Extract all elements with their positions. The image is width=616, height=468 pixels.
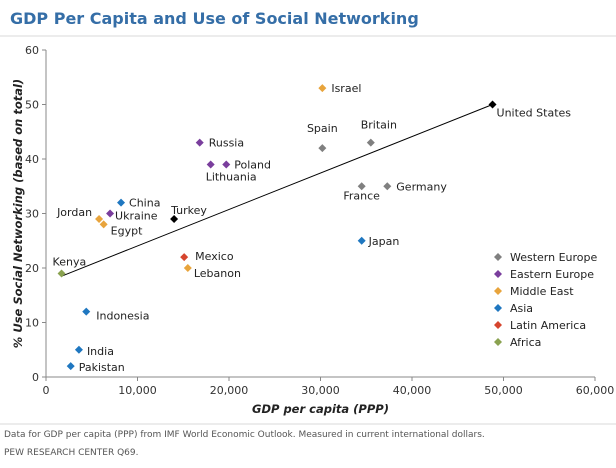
y-tick-label: 10 <box>25 317 39 330</box>
point-label-turkey: Turkey <box>170 204 207 217</box>
point-label-united-states: United States <box>497 107 572 120</box>
point-label-spain: Spain <box>307 122 338 135</box>
x-tick-label: 0 <box>43 384 50 397</box>
legend-label-africa: Africa <box>510 336 541 349</box>
y-tick-label: 40 <box>25 153 39 166</box>
point-japan <box>357 236 366 245</box>
y-tick-label: 50 <box>25 99 39 112</box>
point-label-mexico: Mexico <box>195 250 234 263</box>
x-tick-label: 60,000 <box>576 384 615 397</box>
point-label-russia: Russia <box>209 137 244 150</box>
y-tick-label: 60 <box>25 44 39 57</box>
legend-marker-asia <box>494 304 502 312</box>
point-label-lithuania: Lithuania <box>206 170 257 183</box>
point-egypt <box>99 220 108 229</box>
x-tick-label: 50,000 <box>484 384 523 397</box>
legend-marker-eastern-europe <box>494 270 502 278</box>
point-india <box>74 345 83 354</box>
point-label-japan: Japan <box>368 235 400 248</box>
point-germany <box>383 182 392 191</box>
point-label-poland: Poland <box>234 158 271 171</box>
point-label-france: France <box>343 189 380 202</box>
legend-label-asia: Asia <box>510 302 533 315</box>
y-tick-label: 30 <box>25 208 39 221</box>
x-axis-title: GDP per capita (PPP) <box>252 402 389 416</box>
point-label-israel: Israel <box>331 82 361 95</box>
source-note: PEW RESEARCH CENTER Q69. <box>4 448 139 458</box>
point-jordan <box>95 214 104 223</box>
point-china <box>117 198 126 207</box>
point-indonesia <box>82 307 91 316</box>
point-poland <box>222 160 231 169</box>
point-britain <box>366 138 375 147</box>
chart-title: GDP Per Capita and Use of Social Network… <box>10 9 419 28</box>
legend-marker-africa <box>494 338 502 346</box>
trend-line <box>61 104 493 277</box>
point-turkey <box>170 214 179 223</box>
y-tick-label: 20 <box>25 262 39 275</box>
data-points <box>57 84 497 371</box>
point-label-indonesia: Indonesia <box>96 310 149 323</box>
legend-label-middle-east: Middle East <box>510 285 574 298</box>
point-lebanon <box>183 264 192 272</box>
x-tick-label: 20,000 <box>210 384 249 397</box>
x-tick-label: 10,000 <box>118 384 157 397</box>
point-israel <box>318 84 327 93</box>
legend-label-latin-america: Latin America <box>510 319 586 332</box>
y-tick-label: 0 <box>32 371 39 384</box>
x-tick-label: 30,000 <box>301 384 340 397</box>
point-france <box>357 182 366 191</box>
point-label-lebanon: Lebanon <box>194 267 241 280</box>
point-label-britain: Britain <box>361 119 397 132</box>
x-tick-label: 40,000 <box>393 384 432 397</box>
legend-label-eastern-europe: Eastern Europe <box>510 268 594 281</box>
legend-marker-latin-america <box>494 321 502 329</box>
point-label-jordan: Jordan <box>56 206 92 219</box>
point-mexico <box>180 253 189 262</box>
point-labels: Israel United States Spain Britain Russia Pol… <box>53 82 572 374</box>
tick-labels: 0 10,000 20,000 30,000 40,000 50,000 60,000 0 10… <box>25 44 614 397</box>
legend-marker-middle-east <box>494 287 502 295</box>
point-label-china: China <box>129 197 160 210</box>
point-label-ukraine: Ukraine <box>115 210 158 223</box>
point-spain <box>318 144 327 153</box>
point-russia <box>195 138 204 147</box>
point-kenya <box>57 269 66 278</box>
point-label-pakistan: Pakistan <box>79 361 125 374</box>
point-ukraine <box>106 209 115 218</box>
point-label-germany: Germany <box>396 180 447 193</box>
point-label-kenya: Kenya <box>53 255 87 268</box>
point-label-egypt: Egypt <box>111 224 143 237</box>
legend-label-western-europe: Western Europe <box>510 251 598 264</box>
legend-marker-western-europe <box>494 253 502 261</box>
footnote: Data for GDP per capita (PPP) from IMF W… <box>4 430 485 440</box>
axes <box>42 49 596 381</box>
legend: Western Europe Eastern Europe Middle East A… <box>494 251 598 349</box>
y-axis-title: % Use Social Networking (based on total) <box>11 79 25 348</box>
point-label-india: India <box>87 345 114 358</box>
point-pakistan <box>66 362 75 371</box>
point-united-states <box>488 100 497 109</box>
point-lithuania <box>206 160 215 169</box>
